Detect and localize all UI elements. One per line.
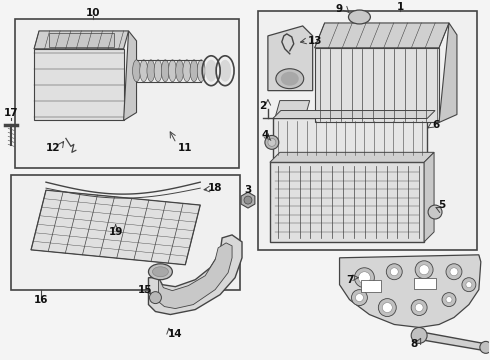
Text: 13: 13 — [307, 36, 322, 46]
Polygon shape — [439, 23, 457, 122]
Text: 7: 7 — [346, 275, 353, 285]
Circle shape — [411, 300, 427, 315]
Text: 10: 10 — [86, 8, 101, 18]
Circle shape — [244, 196, 252, 204]
Bar — [15, 19, 239, 168]
Circle shape — [265, 135, 279, 149]
Polygon shape — [273, 111, 435, 118]
Ellipse shape — [281, 72, 299, 86]
Circle shape — [354, 268, 374, 288]
Polygon shape — [158, 243, 232, 309]
Bar — [258, 11, 477, 250]
Ellipse shape — [152, 267, 169, 277]
Circle shape — [382, 303, 392, 312]
Circle shape — [351, 290, 368, 306]
Text: 5: 5 — [439, 200, 445, 210]
Text: 12: 12 — [46, 143, 60, 153]
Text: 14: 14 — [168, 329, 183, 339]
Circle shape — [359, 272, 370, 284]
Ellipse shape — [276, 69, 304, 89]
Text: 6: 6 — [433, 121, 440, 130]
Polygon shape — [34, 49, 123, 121]
Polygon shape — [34, 31, 128, 49]
Circle shape — [480, 341, 490, 353]
Text: 9: 9 — [336, 4, 343, 14]
Polygon shape — [148, 235, 242, 315]
Ellipse shape — [169, 60, 176, 82]
Ellipse shape — [133, 60, 141, 82]
Polygon shape — [268, 26, 313, 91]
Circle shape — [149, 292, 161, 303]
Ellipse shape — [197, 60, 205, 82]
Text: 8: 8 — [411, 339, 418, 349]
Ellipse shape — [148, 264, 172, 280]
Text: 16: 16 — [34, 294, 48, 305]
Polygon shape — [31, 190, 200, 265]
Circle shape — [415, 261, 433, 279]
Bar — [11, 175, 240, 290]
Circle shape — [466, 282, 472, 288]
Text: 1: 1 — [396, 2, 404, 12]
Bar — [362, 280, 381, 292]
Bar — [49, 33, 114, 47]
Polygon shape — [123, 31, 137, 121]
Circle shape — [442, 293, 456, 307]
Polygon shape — [315, 48, 439, 122]
Text: 19: 19 — [108, 227, 123, 237]
Circle shape — [415, 303, 423, 311]
Circle shape — [378, 298, 396, 316]
Circle shape — [446, 297, 452, 303]
Circle shape — [390, 268, 398, 276]
Circle shape — [446, 264, 462, 280]
Text: 3: 3 — [245, 185, 251, 195]
Circle shape — [428, 205, 442, 219]
Polygon shape — [275, 100, 310, 118]
Polygon shape — [340, 255, 481, 328]
Bar — [270, 162, 424, 242]
Text: 17: 17 — [4, 108, 19, 117]
Circle shape — [419, 265, 429, 275]
Circle shape — [411, 328, 427, 343]
Circle shape — [268, 138, 276, 147]
Text: 11: 11 — [178, 143, 193, 153]
Text: 2: 2 — [259, 100, 267, 111]
Ellipse shape — [140, 60, 147, 82]
Text: 18: 18 — [208, 183, 222, 193]
Ellipse shape — [183, 60, 191, 82]
Bar — [414, 278, 436, 289]
Circle shape — [450, 268, 458, 276]
Polygon shape — [419, 332, 489, 351]
Text: 4: 4 — [261, 130, 269, 140]
Ellipse shape — [161, 60, 169, 82]
Ellipse shape — [205, 60, 217, 82]
Circle shape — [355, 294, 364, 302]
Polygon shape — [424, 152, 434, 242]
Ellipse shape — [154, 60, 162, 82]
Ellipse shape — [176, 60, 184, 82]
Ellipse shape — [219, 60, 231, 82]
Polygon shape — [270, 152, 434, 162]
Ellipse shape — [348, 10, 370, 24]
Circle shape — [462, 278, 476, 292]
Polygon shape — [315, 23, 449, 48]
Text: 15: 15 — [138, 285, 153, 294]
Ellipse shape — [190, 60, 198, 82]
Ellipse shape — [147, 60, 155, 82]
Circle shape — [386, 264, 402, 280]
Bar — [273, 118, 427, 158]
